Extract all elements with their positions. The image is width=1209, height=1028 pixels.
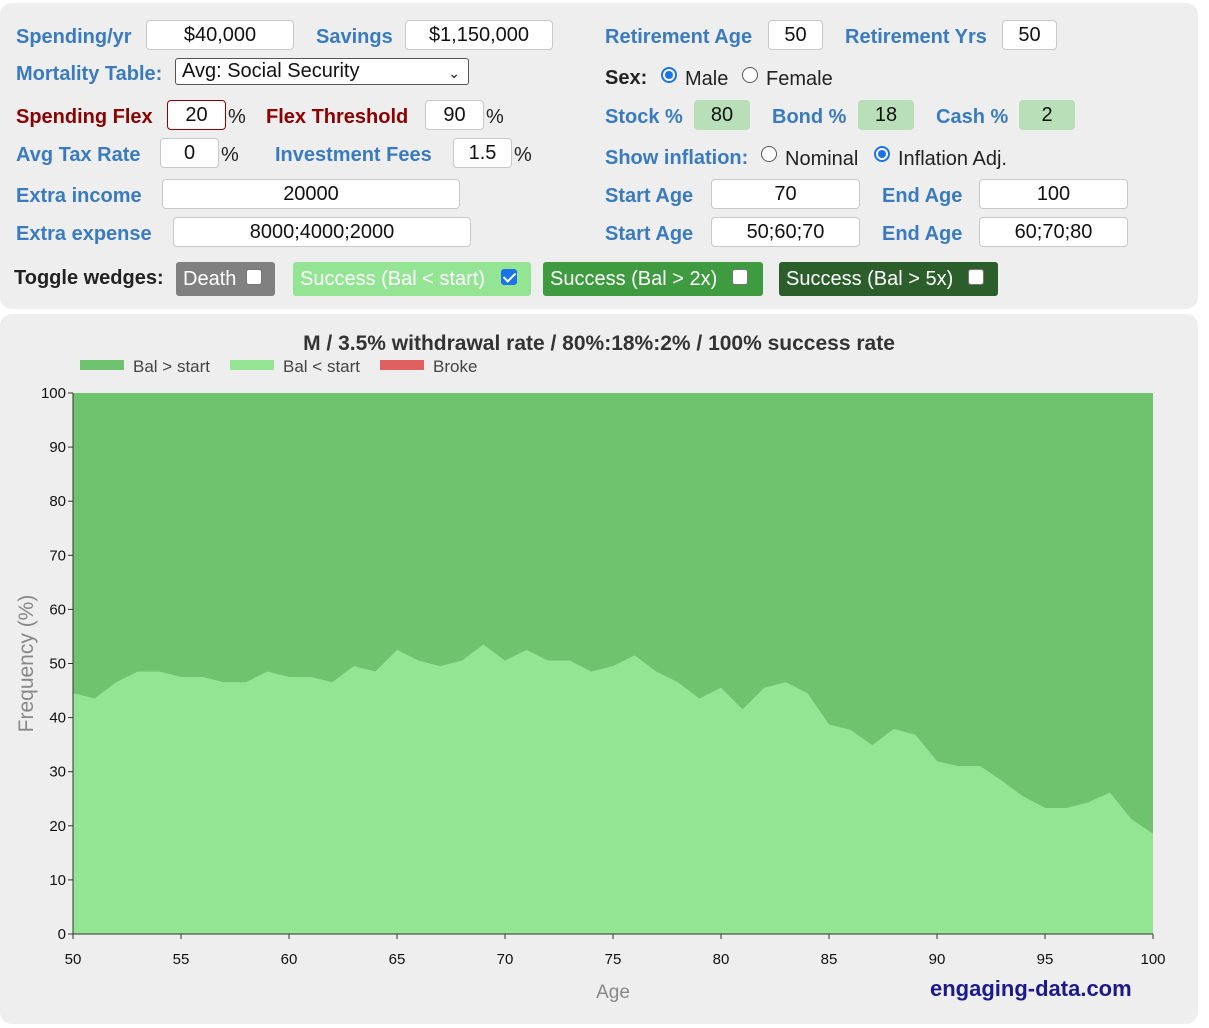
- retirement-yrs-label: Retirement Yrs: [845, 26, 987, 48]
- tax-rate-pct: %: [221, 144, 239, 166]
- legend-item-bal-gt-start: Bal > start: [80, 357, 210, 377]
- wedge-bal-gt-2x-checkbox[interactable]: [732, 269, 748, 285]
- retirement-yrs-input[interactable]: [1002, 20, 1057, 50]
- sex-male-label: Male: [685, 68, 729, 90]
- sex-male-radio[interactable]: [661, 67, 677, 83]
- stock-input[interactable]: [694, 100, 750, 130]
- flex-threshold-label: Flex Threshold: [266, 106, 409, 128]
- chart-title: M / 3.5% withdrawal rate / 80%:18%:2% / …: [303, 332, 895, 355]
- extra-expense-label: Extra expense: [16, 223, 152, 245]
- expense-start-age-label: Start Age: [605, 223, 694, 245]
- wedge-bal-gt-2x-label: Success (Bal > 2x): [550, 268, 718, 290]
- stock-label: Stock %: [605, 106, 683, 128]
- income-end-age-label: End Age: [882, 185, 963, 207]
- sex-label: Sex:: [605, 67, 648, 89]
- toggle-wedges-label: Toggle wedges:: [14, 267, 164, 289]
- expense-end-age-label: End Age: [882, 223, 963, 245]
- controls-panel: Spending/yr Savings Retirement Age Retir…: [0, 3, 1198, 309]
- wedge-bal-gt-5x-checkbox[interactable]: [968, 269, 984, 285]
- flex-threshold-input[interactable]: [425, 100, 484, 130]
- bond-input[interactable]: [858, 100, 914, 130]
- flex-threshold-pct: %: [486, 106, 504, 128]
- extra-income-label: Extra income: [16, 185, 142, 207]
- spending-flex-pct: %: [228, 106, 246, 128]
- wedge-toggle-death[interactable]: Death: [176, 262, 275, 296]
- legend-item-bal-lt-start: Bal < start: [230, 357, 360, 377]
- inflation-nominal-label: Nominal: [785, 148, 859, 170]
- wedge-death-label: Death: [183, 268, 237, 290]
- bond-label: Bond %: [772, 106, 847, 128]
- income-end-age-input[interactable]: [979, 179, 1128, 209]
- spending-flex-label: Spending Flex: [16, 106, 153, 128]
- cash-label: Cash %: [936, 106, 1009, 128]
- retirement-age-input[interactable]: [768, 20, 823, 50]
- investment-fees-pct: %: [514, 144, 532, 166]
- sex-female-label: Female: [766, 68, 833, 90]
- sex-female-radio[interactable]: [742, 67, 758, 83]
- wedge-bal-lt-start-checkbox[interactable]: [501, 269, 517, 285]
- inflation-adj-radio[interactable]: [874, 146, 890, 162]
- site-link[interactable]: engaging-data.com: [930, 976, 1132, 1001]
- investment-fees-label: Investment Fees: [275, 144, 432, 166]
- legend-swatch: [80, 360, 124, 370]
- extra-income-input[interactable]: [162, 179, 460, 209]
- savings-label: Savings: [316, 26, 393, 48]
- chart-panel: [0, 314, 1198, 1024]
- legend-swatch: [380, 360, 424, 370]
- extra-expense-input[interactable]: [173, 217, 471, 247]
- mortality-label: Mortality Table:: [16, 63, 163, 85]
- spending-input[interactable]: [146, 20, 294, 50]
- wedge-bal-gt-5x-label: Success (Bal > 5x): [786, 268, 954, 290]
- mortality-select-value: Avg: Social Security: [182, 60, 360, 82]
- investment-fees-input[interactable]: [453, 138, 512, 168]
- tax-rate-input[interactable]: [160, 138, 219, 168]
- legend-label: Bal > start: [133, 357, 211, 376]
- inflation-nominal-radio[interactable]: [761, 146, 777, 162]
- legend-label: Broke: [433, 357, 478, 376]
- wedge-toggle-bal-gt-5x[interactable]: Success (Bal > 5x): [779, 262, 998, 296]
- wedge-bal-lt-start-label: Success (Bal < start): [300, 268, 486, 290]
- wedge-death-checkbox[interactable]: [246, 269, 262, 285]
- legend-item-broke: Broke: [380, 357, 477, 377]
- legend-swatch: [230, 360, 274, 370]
- chevron-down-icon: ⌄: [448, 65, 460, 81]
- wedge-toggle-bal-lt-start[interactable]: Success (Bal < start): [293, 262, 531, 296]
- spending-flex-input[interactable]: [167, 100, 226, 130]
- savings-input[interactable]: [405, 20, 553, 50]
- legend-label: Bal < start: [283, 357, 361, 376]
- expense-start-age-input[interactable]: [711, 217, 860, 247]
- expense-end-age-input[interactable]: [979, 217, 1128, 247]
- retirement-age-label: Retirement Age: [605, 26, 753, 48]
- spending-label: Spending/yr: [16, 26, 132, 48]
- wedge-toggle-bal-gt-2x[interactable]: Success (Bal > 2x): [543, 262, 763, 296]
- tax-rate-label: Avg Tax Rate: [16, 144, 141, 166]
- income-start-age-label: Start Age: [605, 185, 694, 207]
- inflation-adj-label: Inflation Adj.: [898, 148, 1007, 170]
- mortality-select[interactable]: Avg: Social Security ⌄: [175, 58, 469, 85]
- show-inflation-label: Show inflation:: [605, 147, 749, 169]
- income-start-age-input[interactable]: [711, 179, 860, 209]
- cash-input[interactable]: [1019, 100, 1075, 130]
